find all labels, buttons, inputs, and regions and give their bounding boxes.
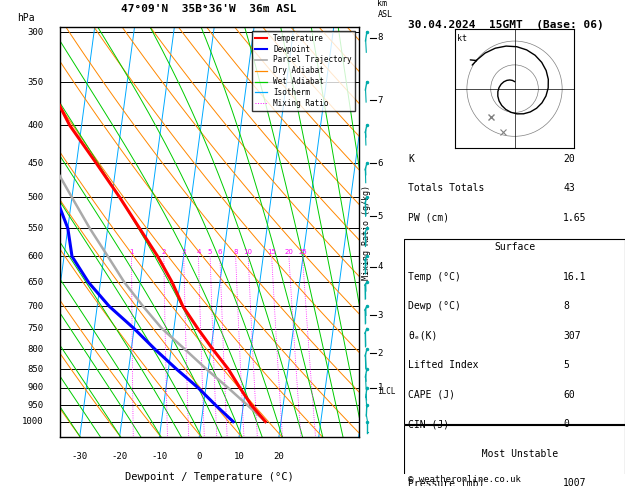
Text: 25: 25: [298, 249, 307, 255]
Text: 10: 10: [243, 249, 253, 255]
Text: 1: 1: [130, 249, 134, 255]
Text: 30.04.2024  15GMT  (Base: 06): 30.04.2024 15GMT (Base: 06): [408, 20, 603, 31]
Text: 650: 650: [27, 278, 43, 287]
Text: 400: 400: [27, 121, 43, 130]
Text: 15: 15: [267, 249, 276, 255]
Text: 5: 5: [377, 212, 383, 221]
Text: 300: 300: [27, 28, 43, 36]
Text: Pressure (mb): Pressure (mb): [408, 478, 484, 486]
Text: 900: 900: [27, 383, 43, 392]
Bar: [404, 239, 625, 424]
Text: Totals Totals: Totals Totals: [408, 183, 484, 193]
Text: km
ASL: km ASL: [377, 0, 392, 18]
Text: 10: 10: [233, 452, 245, 461]
Text: 8: 8: [233, 249, 238, 255]
Text: 47°09'N  35B°36'W  36m ASL: 47°09'N 35B°36'W 36m ASL: [121, 4, 297, 15]
Text: 950: 950: [27, 400, 43, 410]
Text: 8: 8: [563, 301, 569, 311]
Text: 4: 4: [377, 262, 383, 272]
Text: 8: 8: [377, 33, 383, 42]
Text: 800: 800: [27, 345, 43, 354]
Text: 4: 4: [196, 249, 201, 255]
Text: 5: 5: [208, 249, 213, 255]
Text: kt: kt: [457, 34, 467, 43]
Text: 1.65: 1.65: [563, 213, 587, 223]
Text: 6: 6: [218, 249, 222, 255]
Text: 550: 550: [27, 224, 43, 233]
Text: 0: 0: [563, 419, 569, 429]
Text: 0: 0: [196, 452, 202, 461]
Text: Most Unstable: Most Unstable: [470, 449, 559, 459]
Text: 1LCL: 1LCL: [377, 386, 396, 396]
Text: 750: 750: [27, 324, 43, 333]
Text: 20: 20: [284, 249, 293, 255]
Text: 450: 450: [27, 159, 43, 168]
Text: Dewp (°C): Dewp (°C): [408, 301, 461, 311]
Text: 7: 7: [377, 96, 383, 104]
Text: 500: 500: [27, 193, 43, 202]
Text: 600: 600: [27, 252, 43, 261]
Text: 1: 1: [377, 383, 383, 392]
Text: -30: -30: [72, 452, 87, 461]
Text: © weatheronline.co.uk: © weatheronline.co.uk: [408, 474, 520, 484]
Text: 307: 307: [563, 331, 581, 341]
Text: Lifted Index: Lifted Index: [408, 360, 479, 370]
Text: 2: 2: [377, 349, 383, 358]
Text: CAPE (J): CAPE (J): [408, 390, 455, 400]
Text: 43: 43: [563, 183, 575, 193]
Bar: [404, 425, 625, 486]
Text: hPa: hPa: [17, 13, 35, 23]
Text: -10: -10: [152, 452, 167, 461]
Text: 20: 20: [274, 452, 284, 461]
Text: 60: 60: [563, 390, 575, 400]
Text: 3: 3: [377, 311, 383, 320]
Text: Dewpoint / Temperature (°C): Dewpoint / Temperature (°C): [125, 472, 294, 482]
Text: PW (cm): PW (cm): [408, 213, 449, 223]
Text: K: K: [408, 154, 414, 164]
Text: 16.1: 16.1: [563, 272, 587, 282]
Text: 350: 350: [27, 78, 43, 87]
Text: 3: 3: [182, 249, 186, 255]
Text: 20: 20: [563, 154, 575, 164]
Text: Mixing Ratio (g/kg): Mixing Ratio (g/kg): [362, 185, 370, 279]
Text: 700: 700: [27, 302, 43, 311]
Legend: Temperature, Dewpoint, Parcel Trajectory, Dry Adiabat, Wet Adiabat, Isotherm, Mi: Temperature, Dewpoint, Parcel Trajectory…: [252, 31, 355, 111]
Text: 2: 2: [162, 249, 166, 255]
Text: -20: -20: [111, 452, 128, 461]
Text: 5: 5: [563, 360, 569, 370]
Text: 1007: 1007: [563, 478, 587, 486]
Text: 1000: 1000: [22, 417, 43, 426]
Text: 6: 6: [377, 159, 383, 168]
Text: Surface: Surface: [494, 242, 535, 252]
Text: CIN (J): CIN (J): [408, 419, 449, 429]
Text: 850: 850: [27, 364, 43, 374]
Text: Temp (°C): Temp (°C): [408, 272, 461, 282]
Text: θₑ(K): θₑ(K): [408, 331, 438, 341]
